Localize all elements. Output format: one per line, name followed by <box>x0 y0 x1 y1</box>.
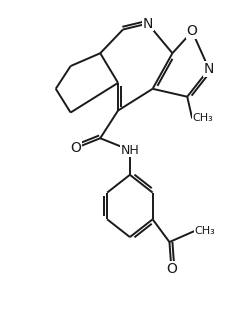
Text: O: O <box>70 141 81 155</box>
Text: CH₃: CH₃ <box>194 226 215 236</box>
Text: NH: NH <box>121 144 139 157</box>
Text: CH₃: CH₃ <box>192 113 213 123</box>
Text: O: O <box>187 24 198 38</box>
Text: N: N <box>204 62 214 76</box>
Text: O: O <box>166 262 177 276</box>
Text: N: N <box>142 16 153 30</box>
